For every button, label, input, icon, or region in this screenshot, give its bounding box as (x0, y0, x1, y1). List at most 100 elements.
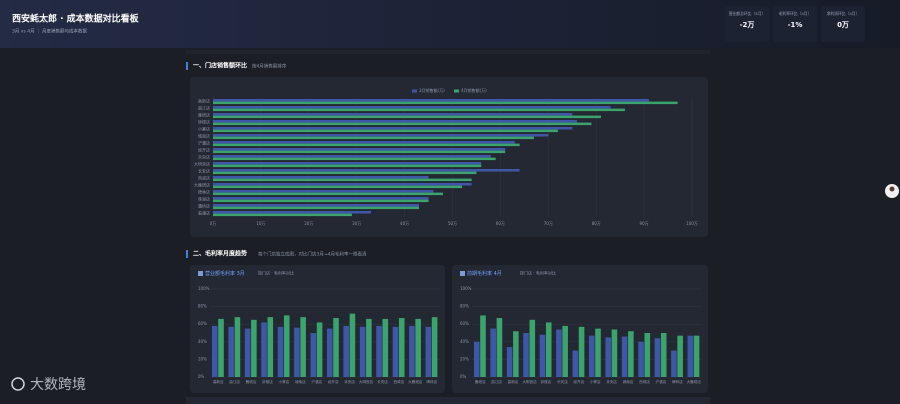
bar (213, 143, 520, 147)
bar (693, 335, 700, 377)
x-tick-label: 未央店 (344, 379, 355, 384)
bar (294, 327, 300, 377)
x-tick-label: 钟楼店 (541, 379, 552, 384)
bar (213, 199, 429, 203)
y-tick-label: 80% (460, 304, 469, 309)
avatar-icon (889, 186, 895, 192)
bar (213, 183, 472, 186)
divider (186, 50, 710, 54)
bar (343, 325, 349, 377)
bar (409, 325, 415, 377)
bar (213, 157, 496, 161)
bar (562, 325, 568, 377)
section-subtitle: 按4月销售额排序 (252, 63, 287, 70)
bar (213, 113, 573, 116)
bar (211, 325, 218, 377)
watermark-logo (11, 377, 25, 391)
bar (473, 341, 480, 377)
section-title: 一、门店销售额环比 (193, 62, 247, 70)
x-tick-label: 大雁塔店 (687, 379, 702, 384)
y-tick-label: 雁塔店 (198, 112, 210, 118)
bar (671, 350, 677, 377)
bar (213, 122, 592, 126)
x-tick-label: 90万 (640, 221, 649, 226)
bar (213, 211, 372, 214)
x-tick-label: 浐灞店 (656, 379, 667, 384)
x-tick-label: 小寨店 (590, 379, 601, 384)
chart-title: 营业额毛利率 3月 (205, 270, 245, 277)
bar (431, 317, 438, 377)
y-tick-label: 40% (198, 339, 207, 344)
legend-label: 4月销售额(万) (461, 87, 487, 93)
x-tick-label: 20万 (304, 221, 313, 226)
x-tick-label: 西咸店 (639, 379, 650, 384)
x-tick-label: 大明宫店 (359, 379, 374, 384)
x-tick-label: 经开店 (328, 379, 339, 384)
bar (644, 333, 651, 377)
x-tick-label: 大明宫店 (522, 379, 537, 384)
bar (366, 318, 372, 377)
bar (213, 101, 678, 105)
bar (213, 185, 463, 189)
bar (213, 176, 429, 179)
bar (660, 333, 667, 377)
x-tick-label: 曲江店 (491, 379, 502, 384)
x-tick-label: 钟楼店 (262, 379, 273, 384)
bar (213, 127, 573, 130)
bar (490, 328, 496, 377)
bar (382, 318, 389, 377)
bar (415, 318, 421, 377)
y-tick-label: 莲湖店 (198, 196, 210, 202)
section-title: 二、毛利率月度趋势 (193, 250, 247, 258)
x-tick-label: 80万 (592, 221, 601, 226)
bar (213, 129, 558, 133)
bar (277, 326, 284, 377)
x-tick-label: 浐灞店 (311, 379, 322, 384)
kpi-card (821, 6, 865, 42)
bar (213, 136, 534, 140)
bar (213, 99, 649, 102)
y-tick-label: 碑林店 (198, 189, 210, 195)
y-tick-label: 0% (198, 374, 205, 379)
bar (244, 328, 251, 377)
bar (349, 313, 356, 377)
bar (376, 325, 382, 377)
bar (359, 326, 366, 377)
bar (333, 318, 339, 377)
x-tick-label: 30万 (352, 221, 361, 226)
chart-subtitle: 按门店 · 毛利率对比 (520, 270, 556, 276)
bar (213, 169, 520, 172)
bar (213, 192, 443, 196)
y-tick-label: 钟楼店 (198, 119, 210, 125)
bar (213, 120, 578, 123)
x-tick-label: 城南店 (623, 379, 634, 384)
chart-subtitle: 按门店 · 毛利率对比 (258, 270, 294, 276)
y-tick-label: 100% (460, 286, 472, 291)
y-tick-label: 曲江店 (198, 105, 210, 111)
bar (213, 162, 482, 165)
x-tick-label: 经开店 (573, 379, 584, 384)
bar (398, 318, 405, 377)
bar (480, 315, 486, 377)
bar (228, 326, 234, 377)
y-tick-label: 大明宫店 (194, 161, 210, 167)
kpi-value: -1% (788, 21, 803, 29)
x-tick-label: 50万 (448, 221, 457, 226)
bar (523, 333, 529, 377)
y-tick-label: 西咸店 (198, 175, 210, 181)
bar (218, 318, 224, 377)
y-tick-label: 80% (198, 304, 207, 309)
bar (213, 204, 419, 207)
x-tick-label: 70万 (544, 221, 553, 226)
x-tick-label: 曲江店 (229, 379, 240, 384)
bar (529, 319, 536, 377)
x-tick-label: 未央店 (606, 379, 617, 384)
header-title: 西安蚝太郎 · 成本数据对比看板 (12, 13, 140, 25)
y-tick-label: 未央店 (198, 154, 210, 160)
x-tick-label: 10万 (256, 221, 265, 226)
bar (611, 329, 618, 377)
x-tick-label: 高新店 (213, 379, 224, 384)
x-tick-label: 0万 (210, 221, 217, 226)
